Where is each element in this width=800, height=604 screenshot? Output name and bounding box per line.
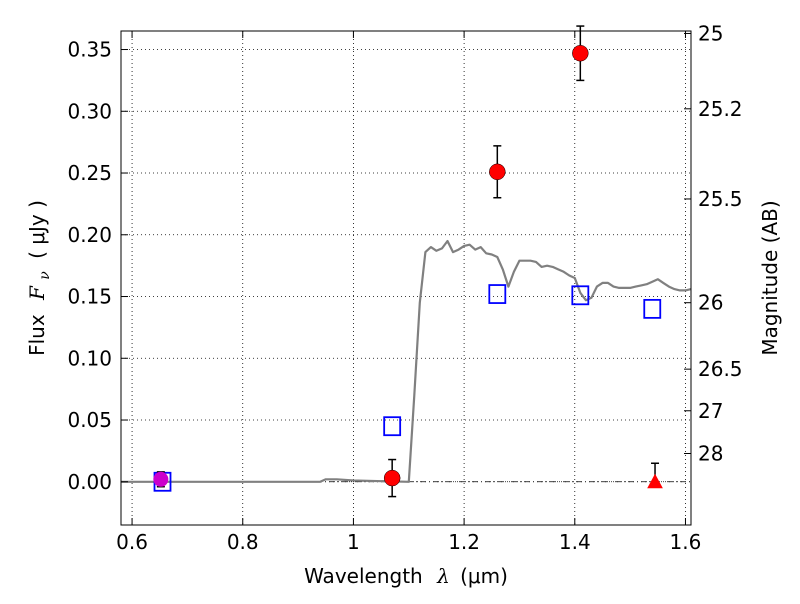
y2-tick-label: 28	[698, 441, 723, 465]
x-axis-label-text: Wavelength	[304, 564, 423, 588]
y2-tick-label: 25.2	[698, 97, 743, 121]
y2-tick-label: 25	[698, 21, 723, 45]
y2-tick-label: 27	[698, 399, 723, 423]
x-tick-label: 0.8	[227, 530, 259, 554]
x-tick-label: 1.6	[670, 530, 702, 554]
y-tick-label: 0.15	[67, 285, 112, 309]
model-photometry-square	[383, 416, 402, 437]
y-axis-label: Flux F ν ( μJy )	[25, 200, 54, 356]
y-tick-label: 0.35	[67, 38, 112, 62]
y-axis-ticks: 0.00 0.05 0.10 0.15 0.20 0.25 0.30 0.35	[67, 38, 128, 494]
y2-tick-label: 26	[698, 291, 723, 315]
model-sed-line	[121, 239, 692, 483]
plot-area-background	[121, 31, 691, 525]
x-tick-label: 1	[347, 530, 360, 554]
x-tick-label: 1.2	[448, 530, 480, 554]
model-sed	[121, 239, 692, 483]
y-tick-label: 0.05	[67, 408, 112, 432]
y-axis-label-symbol: F	[25, 285, 49, 301]
y-tick-label: 0.00	[67, 470, 112, 494]
y-axis-label-unit: ( μJy )	[25, 200, 49, 259]
y-axis-label-subscript: ν	[37, 271, 53, 280]
observed-point	[572, 44, 589, 62]
plot-frame	[120, 30, 692, 526]
y-tick-label: 0.25	[67, 161, 112, 185]
model-photometry-square	[643, 298, 662, 319]
y-axis-label-text: Flux	[25, 314, 49, 356]
x-axis-label: Wavelength λ (μm)	[304, 564, 508, 588]
x-axis-label-symbol: λ	[436, 564, 450, 588]
y-tick-label: 0.20	[67, 223, 112, 247]
y2-tick-label: 25.5	[698, 187, 743, 211]
y2-axis-ticks: 25 25.2 25.5 26 26.5 27 28	[684, 21, 743, 465]
x-tick-label: 1.4	[559, 530, 591, 554]
observed-points	[153, 44, 663, 489]
observed-point	[383, 469, 401, 487]
model-photometry-square	[571, 285, 590, 306]
y2-axis-label: Magnitude (AB)	[758, 200, 782, 355]
observed-point-magenta	[153, 471, 169, 487]
y2-tick-label: 26.5	[698, 357, 743, 381]
upper-limit-triangle	[647, 473, 663, 489]
x-tick-label: 0.6	[116, 530, 148, 554]
x-axis-ticks: 0.6 0.8 1 1.2 1.4 1.6	[116, 31, 701, 554]
y-tick-label: 0.30	[67, 99, 112, 123]
model-photometry-square	[488, 284, 507, 304]
x-axis-label-unit: (μm)	[460, 564, 508, 588]
y-tick-label: 0.10	[67, 346, 112, 370]
observed-point	[489, 163, 506, 181]
